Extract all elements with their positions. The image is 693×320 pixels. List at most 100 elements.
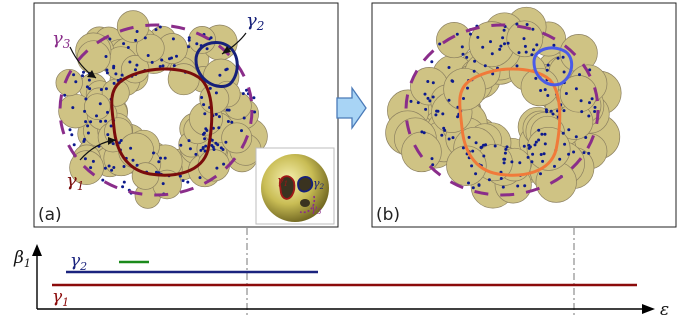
cover-a-point <box>214 91 218 95</box>
cover-a-point <box>72 143 76 147</box>
inset-label-g3: γ3 <box>311 204 322 216</box>
cover-a-point <box>204 144 208 148</box>
cover-b-point <box>434 113 438 117</box>
cover-a-point <box>154 28 158 32</box>
cycle-gamma3-b <box>404 23 600 197</box>
cover-b-point <box>474 172 478 176</box>
cover-a-point <box>84 97 88 101</box>
cover-a-point <box>108 37 112 41</box>
cover-b-point <box>498 47 502 51</box>
cover-b-point <box>556 56 560 60</box>
cover-b-point <box>549 109 553 113</box>
cover-b-point <box>524 50 528 54</box>
cover-b-point <box>578 73 581 77</box>
cover-b-point <box>564 92 568 95</box>
cover-b-point <box>523 184 527 188</box>
cover-a-point <box>106 110 109 114</box>
cover-a-point <box>74 80 78 84</box>
cover-a-point <box>146 54 150 57</box>
cover-b-point <box>431 163 435 167</box>
cover-a-point <box>122 165 126 168</box>
bar-label-gamma2: γ2 <box>70 251 87 273</box>
cover-b-point <box>480 145 484 149</box>
cover-a-point <box>110 168 114 172</box>
cover-b-point <box>471 186 475 190</box>
cover-a-point <box>72 73 76 77</box>
cover-a-ball <box>135 33 165 63</box>
cover-b-point <box>467 135 471 139</box>
cover-b-point <box>481 45 485 49</box>
cover-a-ball <box>84 93 111 120</box>
cover-b-point <box>469 32 472 36</box>
panel-a-tag: (a) <box>38 205 62 225</box>
cover-b-point <box>533 143 537 147</box>
cover-a-point <box>208 86 212 90</box>
cover-b-point <box>422 131 426 135</box>
cover-a-point <box>111 142 115 146</box>
cover-b-point <box>572 150 576 154</box>
cover-a-point <box>210 138 214 142</box>
cover-b-point <box>431 81 435 85</box>
cover-a-point <box>161 182 165 186</box>
cover-a-point <box>203 112 207 116</box>
cover-a-point <box>126 46 130 49</box>
transition-arrow <box>336 85 367 131</box>
cover-b-point <box>530 53 534 57</box>
cover-a-point <box>135 63 139 67</box>
cover-a-point <box>178 174 182 178</box>
cover-a-ball <box>101 78 130 107</box>
cover-a-point <box>131 158 135 162</box>
cover-a-ball <box>188 26 216 54</box>
cover-b-point <box>540 132 544 136</box>
cover-a-point <box>87 78 91 82</box>
cover-a-point <box>202 103 206 107</box>
x-axis-label: ε <box>660 300 669 320</box>
cover-b-ball <box>401 131 442 173</box>
cycle-gamma3-a <box>58 23 254 197</box>
cover-a-point <box>225 67 229 71</box>
cover-a-point <box>122 180 126 184</box>
cover-b-point <box>466 86 469 90</box>
cover-b-point <box>534 76 538 80</box>
cover-a-point <box>82 139 86 143</box>
cover-a-point <box>154 170 158 174</box>
cover-a-point <box>112 64 116 68</box>
cover-a-point <box>194 152 198 156</box>
cover-a-point <box>212 148 216 151</box>
cycle-gamma1-a <box>110 67 214 177</box>
cover-a-point <box>99 119 103 123</box>
cover-b-point <box>561 55 565 59</box>
cover-b-point <box>430 157 434 161</box>
cover-b-point <box>489 40 492 44</box>
cover-b-point <box>491 72 495 76</box>
cover-a-point <box>252 96 256 100</box>
cover-b-point <box>467 181 470 185</box>
cover-b-point <box>561 131 565 135</box>
cover-a-point <box>104 87 108 91</box>
cover-a-point <box>171 37 175 41</box>
cover-a-point <box>181 179 185 183</box>
cover-b-point <box>545 68 549 72</box>
cover-b-point <box>543 88 547 92</box>
cover-b-point <box>451 136 455 140</box>
cover-b-point <box>435 109 439 113</box>
cover-a-point <box>81 74 84 78</box>
cover-a-point <box>226 120 230 123</box>
cover-b-point <box>493 144 497 148</box>
cover-a-point <box>91 159 95 163</box>
cover-b-point <box>530 160 534 164</box>
cover-b-point <box>567 152 571 156</box>
cover-b-point <box>462 97 465 100</box>
cover-a-point <box>211 145 215 149</box>
cycle-gamma2-b <box>532 46 574 87</box>
cover-b-point <box>503 42 506 46</box>
inset-gamma2 <box>297 176 314 193</box>
cover-a-point <box>198 176 202 180</box>
cover-a-point <box>95 114 98 118</box>
cover-a-point <box>179 143 183 147</box>
cover-b-point <box>580 110 584 114</box>
cover-b-point <box>518 161 522 165</box>
cover-b-point <box>409 99 413 103</box>
cover-b-point <box>587 114 591 118</box>
